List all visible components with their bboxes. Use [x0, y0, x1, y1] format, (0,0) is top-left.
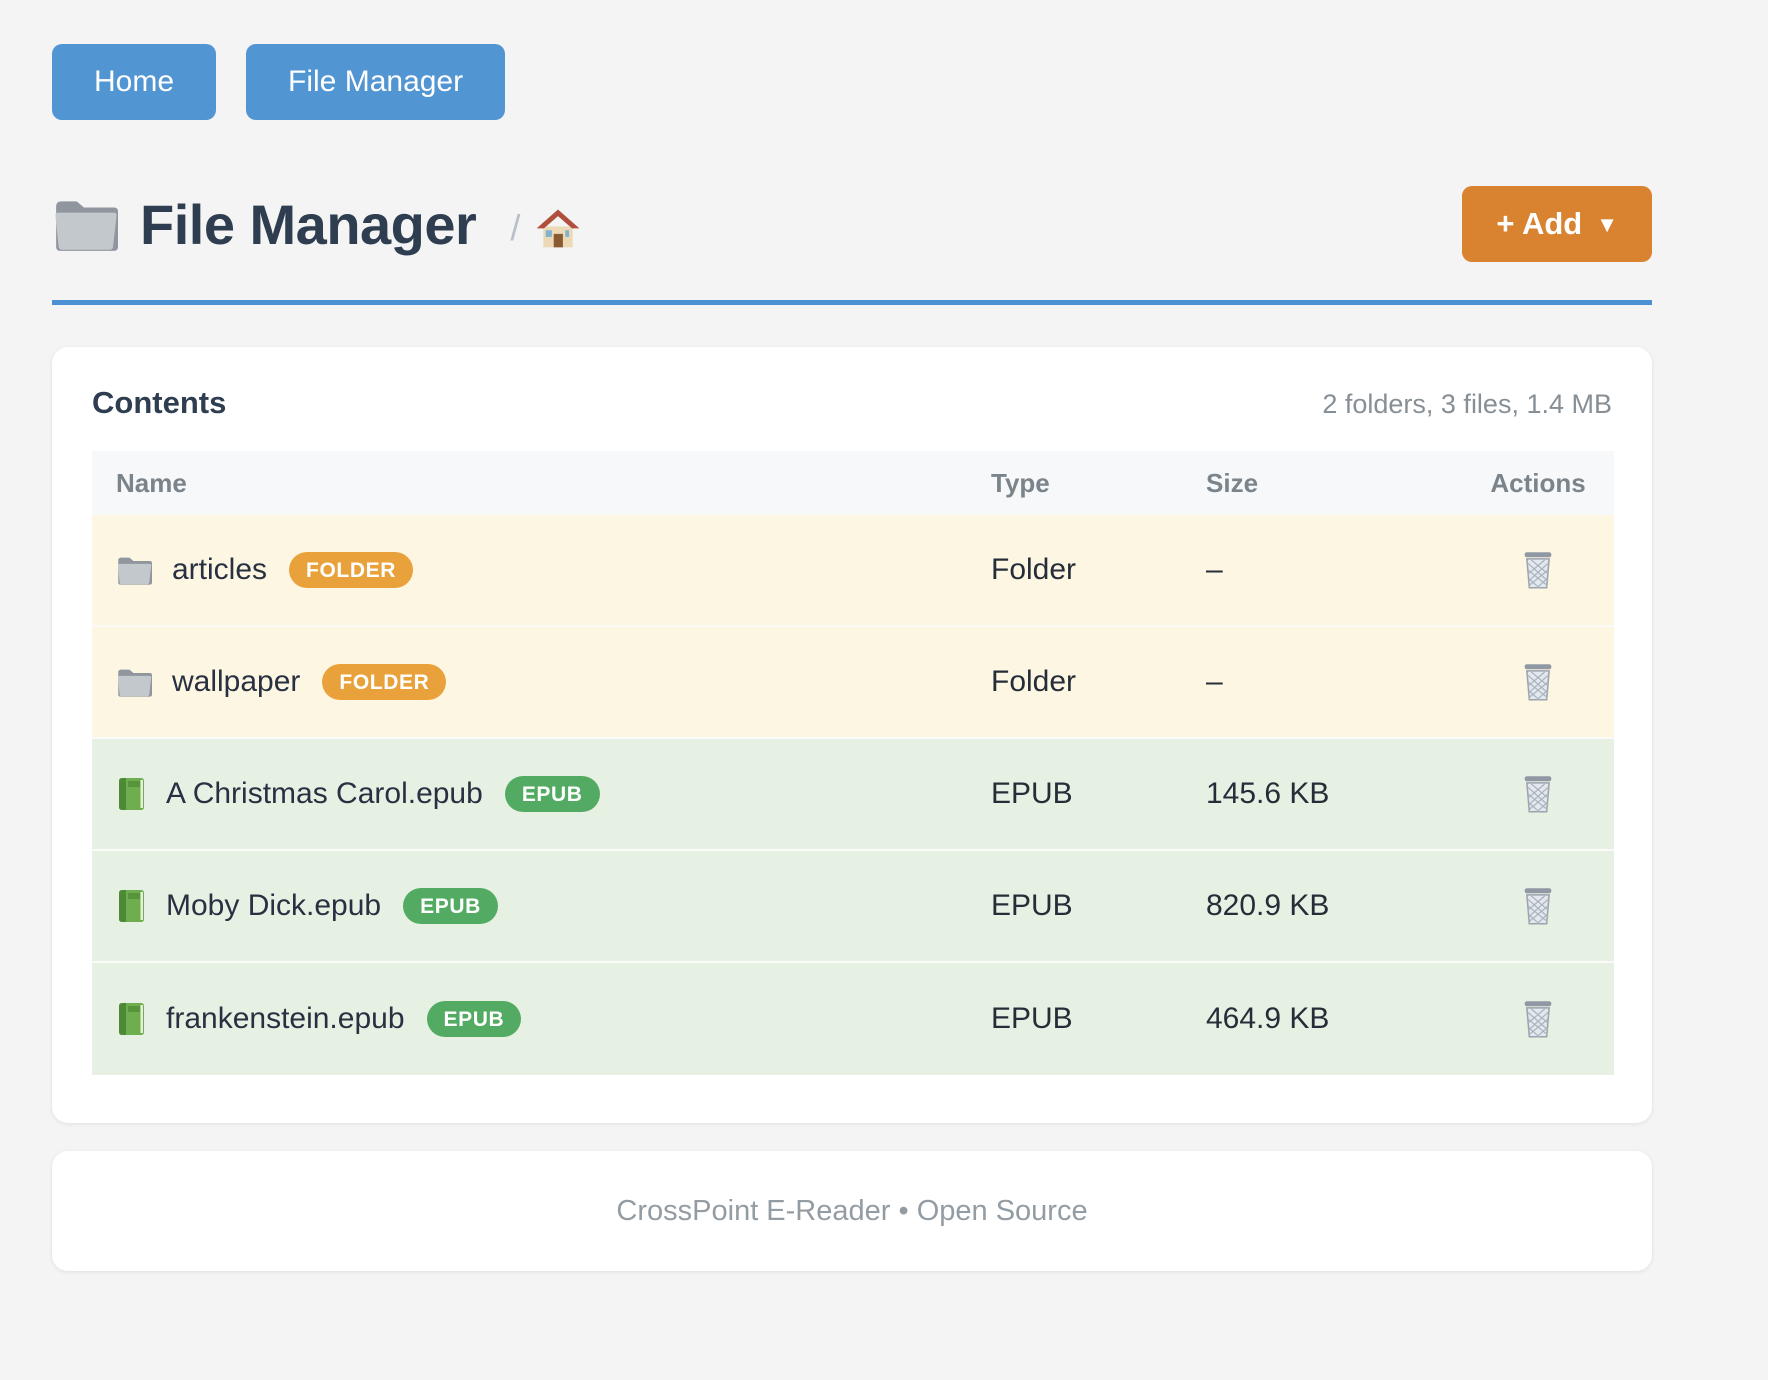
column-header-actions: Actions	[1490, 467, 1586, 498]
delete-button[interactable]	[1517, 546, 1559, 594]
contents-card: Contents 2 folders, 3 files, 1.4 MB Name…	[52, 347, 1652, 1123]
contents-summary: 2 folders, 3 files, 1.4 MB	[1322, 389, 1612, 419]
green-book-icon	[116, 888, 146, 924]
name-cell: Moby Dick.epub EPUB	[92, 888, 967, 924]
page-title: File Manager	[140, 192, 477, 256]
actions-cell	[1462, 770, 1614, 818]
title-group: File Manager /	[52, 192, 580, 257]
file-type: EPUB	[991, 889, 1073, 922]
nav-file-manager-button[interactable]: File Manager	[246, 44, 506, 120]
name-cell: wallpaper FOLDER	[92, 664, 967, 700]
name-cell: A Christmas Carol.epub EPUB	[92, 776, 967, 812]
green-book-icon	[116, 1001, 146, 1037]
table-row[interactable]: frankenstein.epub EPUB EPUB 464.9 KB	[92, 963, 1614, 1075]
file-size: 145.6 KB	[1206, 777, 1330, 810]
file-type-badge: FOLDER	[289, 552, 413, 588]
file-size: 820.9 KB	[1206, 889, 1330, 922]
page-header: File Manager / + Add ▼	[52, 186, 1652, 262]
contents-card-header: Contents 2 folders, 3 files, 1.4 MB	[92, 385, 1612, 421]
actions-cell	[1462, 546, 1614, 594]
title-divider	[52, 300, 1652, 305]
delete-button[interactable]	[1517, 995, 1559, 1043]
table-row[interactable]: Moby Dick.epub EPUB EPUB 820.9 KB	[92, 851, 1614, 963]
trash-icon	[1521, 662, 1555, 702]
file-type: EPUB	[991, 777, 1073, 810]
delete-button[interactable]	[1517, 770, 1559, 818]
folder-icon	[116, 666, 152, 698]
file-name[interactable]: Moby Dick.epub	[166, 889, 382, 922]
file-name[interactable]: A Christmas Carol.epub	[166, 777, 483, 810]
nav-home-button[interactable]: Home	[52, 44, 217, 120]
footer: CrossPoint E-Reader • Open Source	[52, 1151, 1652, 1271]
name-cell: articles FOLDER	[92, 552, 967, 588]
caret-down-icon: ▼	[1596, 212, 1618, 237]
file-type-badge: FOLDER	[322, 664, 447, 700]
file-name[interactable]: wallpaper	[172, 665, 301, 698]
trash-icon	[1521, 550, 1555, 590]
file-type: Folder	[991, 665, 1077, 698]
actions-cell	[1462, 658, 1614, 706]
top-nav: Home File Manager	[52, 44, 1652, 120]
file-table: Name Type Size Actions	[92, 451, 1614, 1075]
table-row[interactable]: articles FOLDER Folder –	[92, 515, 1614, 627]
actions-cell	[1462, 995, 1614, 1043]
add-button[interactable]: + Add ▼	[1462, 186, 1652, 262]
footer-text: CrossPoint E-Reader • Open Source	[616, 1194, 1088, 1227]
table-body: articles FOLDER Folder –	[92, 515, 1614, 1075]
file-type: EPUB	[991, 1002, 1073, 1035]
folder-icon	[52, 196, 118, 252]
file-type: Folder	[991, 553, 1077, 586]
file-type-badge: EPUB	[403, 888, 498, 924]
house-icon[interactable]	[520, 198, 580, 250]
file-name[interactable]: articles	[172, 553, 268, 586]
column-header-type: Type	[991, 467, 1050, 498]
column-header-size: Size	[1206, 467, 1259, 498]
green-book-icon	[116, 776, 146, 812]
trash-icon	[1521, 999, 1555, 1039]
breadcrumb-separator: /	[510, 207, 521, 248]
name-cell: frankenstein.epub EPUB	[92, 1001, 967, 1037]
table-row[interactable]: wallpaper FOLDER Folder –	[92, 627, 1614, 739]
trash-icon	[1521, 886, 1555, 926]
file-type-badge: EPUB	[504, 776, 600, 812]
add-button-label: + Add	[1496, 206, 1583, 241]
table-header-row: Name Type Size Actions	[92, 451, 1614, 515]
folder-icon	[116, 554, 152, 586]
delete-button[interactable]	[1517, 882, 1559, 930]
file-type-badge: EPUB	[426, 1001, 522, 1037]
trash-icon	[1521, 774, 1555, 814]
contents-title: Contents	[92, 385, 227, 420]
file-size: –	[1206, 665, 1223, 698]
file-size: 464.9 KB	[1206, 1002, 1330, 1035]
column-header-name: Name	[116, 467, 187, 498]
file-size: –	[1206, 553, 1223, 586]
table-row[interactable]: A Christmas Carol.epub EPUB EPUB 145.6 K…	[92, 739, 1614, 851]
file-name[interactable]: frankenstein.epub	[166, 1002, 405, 1035]
delete-button[interactable]	[1517, 658, 1559, 706]
actions-cell	[1462, 882, 1614, 930]
